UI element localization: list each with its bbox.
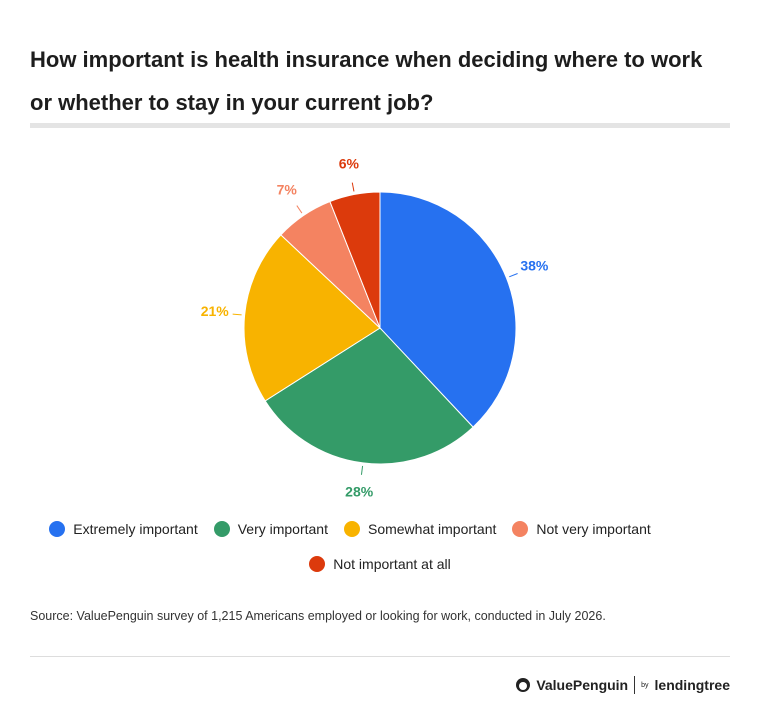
logo-separator (634, 676, 636, 694)
legend-label: Extremely important (73, 521, 198, 537)
legend-swatch (309, 556, 326, 572)
leader-line (360, 465, 364, 475)
leader-line (232, 313, 242, 316)
data-label: 21% (201, 303, 230, 319)
legend-swatch (213, 521, 230, 537)
data-label: 28% (345, 483, 374, 499)
data-label: 38% (520, 258, 549, 274)
logo: ValuePenguin by lendingtree (516, 676, 730, 694)
legend-swatch (49, 521, 66, 537)
legend-item: Very important (213, 518, 328, 540)
logo-by: by (641, 681, 649, 689)
pie-slice (243, 234, 381, 402)
legend-swatch (343, 521, 360, 537)
logo-icon (516, 678, 531, 692)
legend-item: Somewhat important (343, 518, 497, 540)
leader-line (351, 182, 355, 192)
leader-line (509, 273, 518, 278)
title-divider (30, 123, 730, 128)
legend-item: Not important at all (309, 553, 451, 575)
pie-slice (264, 327, 474, 465)
source-note: Source: ValuePenguin survey of 1,215 Ame… (30, 609, 606, 623)
chart-title: How important is health insurance when d… (30, 47, 703, 115)
pie-slice (329, 191, 381, 329)
legend-label: Somewhat important (367, 521, 497, 537)
legend-label: Not important at all (333, 556, 451, 572)
legend-label: Not very important (536, 521, 651, 537)
logo-partner: lendingtree (654, 677, 730, 693)
legend-item: Extremely important (49, 518, 198, 540)
pie-slice (379, 191, 517, 428)
logo-brand: ValuePenguin (536, 677, 629, 693)
legend: Extremely important Very important Somewha… (40, 518, 720, 575)
leader-line (296, 205, 303, 214)
data-label: 6% (339, 156, 360, 172)
legend-item: Not very important (512, 518, 651, 540)
data-label: 7% (277, 181, 298, 197)
footer-divider (30, 656, 730, 657)
legend-label: Very important (237, 521, 328, 537)
legend-swatch (512, 521, 529, 537)
